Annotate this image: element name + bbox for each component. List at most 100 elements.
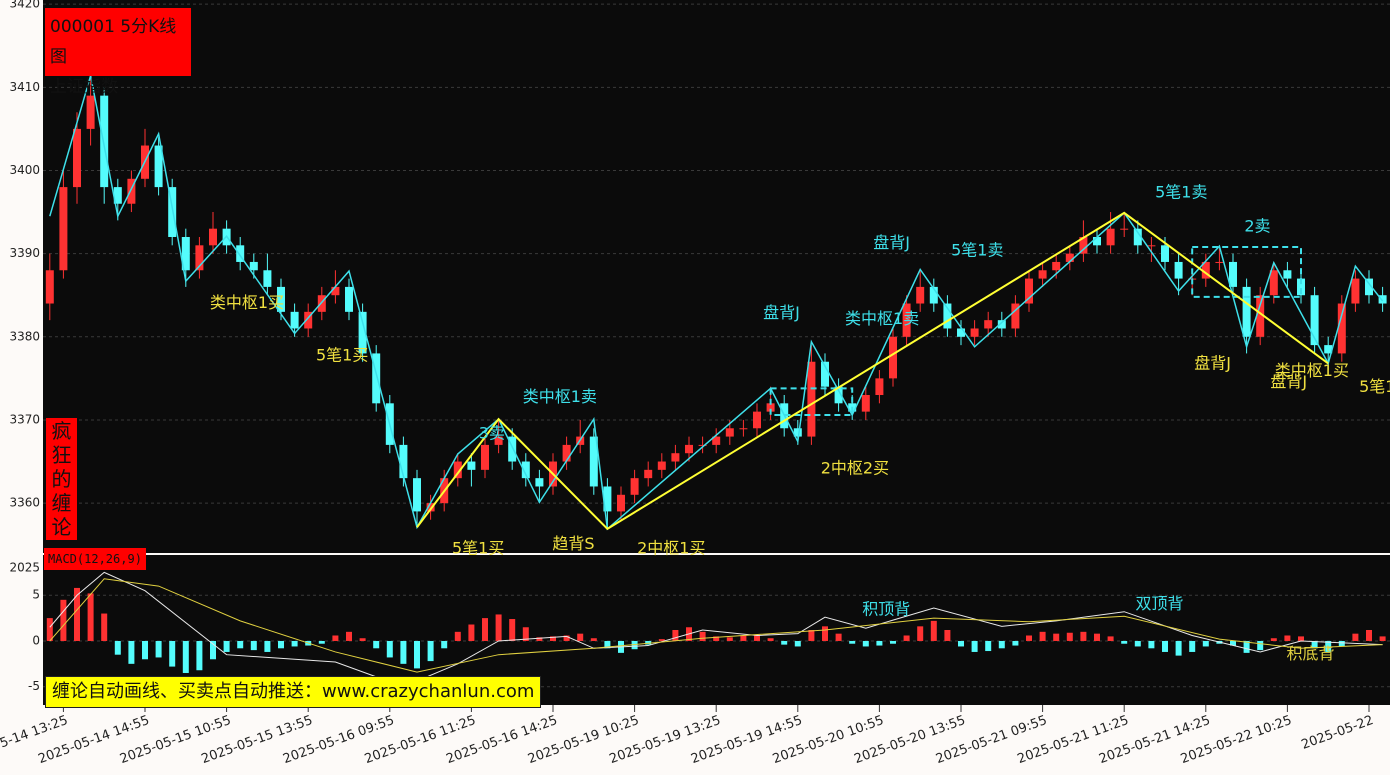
zhongshu-box xyxy=(769,387,854,416)
macd-bar xyxy=(196,640,203,671)
candle-body xyxy=(1147,245,1156,247)
candle-body xyxy=(1106,228,1115,246)
macd-bar xyxy=(577,633,584,641)
macd-bar xyxy=(359,638,366,641)
candle-body xyxy=(943,303,952,329)
macd-bar xyxy=(1080,631,1087,641)
y-tick-label: 3420 xyxy=(9,0,40,11)
macd-bar xyxy=(482,618,488,641)
macd-bar xyxy=(1325,640,1332,652)
macd-bar xyxy=(318,640,325,644)
signal-label: 盘背J xyxy=(1194,354,1231,373)
candle-body xyxy=(739,428,748,430)
candle-body xyxy=(1201,261,1210,279)
macd-bar xyxy=(699,631,706,641)
candle-body xyxy=(304,311,313,329)
macd-bar xyxy=(958,640,964,647)
macd-bar xyxy=(1298,636,1304,641)
candle-body xyxy=(685,444,693,454)
macd-label: MACD(12,26,9) xyxy=(44,548,146,570)
macd-bar xyxy=(890,640,896,644)
macd-bar xyxy=(509,619,516,641)
candle-body xyxy=(766,403,775,412)
candle-body xyxy=(807,361,816,437)
signal-label: 5笔1卖 xyxy=(1155,182,1207,201)
candle-body xyxy=(657,461,666,470)
macd-line xyxy=(49,571,1383,688)
candle-body xyxy=(1065,253,1074,262)
macd-bar xyxy=(346,631,352,641)
macd-bar xyxy=(917,626,924,641)
title-box: 000001 5分K线图 上证指数 xyxy=(45,8,191,97)
macd-bar xyxy=(1257,640,1264,651)
signal-label: 5笔1买 xyxy=(452,538,504,557)
candle-body xyxy=(1133,228,1142,246)
signal-label: 盘背J xyxy=(1270,372,1307,391)
macd-bar xyxy=(114,640,121,655)
macd-bar xyxy=(998,640,1005,649)
macd-bar xyxy=(155,640,162,658)
candle-body xyxy=(1229,261,1237,287)
macd-bar xyxy=(808,630,815,641)
macd-bar xyxy=(101,613,108,641)
macd-bar xyxy=(1366,630,1372,641)
candle-body xyxy=(494,436,503,445)
macd-bar xyxy=(1270,638,1277,641)
macd-bar xyxy=(1066,632,1073,641)
macd-bar xyxy=(264,640,271,652)
candle-body xyxy=(59,187,68,271)
signal-label: 2中枢2买 xyxy=(821,459,889,478)
candle-body xyxy=(86,95,95,129)
y-tick-label: 3380 xyxy=(9,329,40,343)
candle-body xyxy=(1011,303,1020,329)
macd-bar xyxy=(835,633,842,641)
macd-bar xyxy=(794,640,801,647)
candle-body xyxy=(753,411,761,429)
signal-label: 类中枢1买 xyxy=(210,293,284,312)
macd-bar xyxy=(142,640,148,660)
signal-label: 双顶背 xyxy=(1136,594,1184,613)
macd-bar xyxy=(1175,640,1182,656)
macd-bar xyxy=(1121,640,1128,644)
macd-bar xyxy=(223,640,230,652)
macd-bar xyxy=(332,635,339,641)
macd-bar xyxy=(604,640,611,649)
macd-bar xyxy=(1230,640,1236,646)
signal-label: 类中枢1卖 xyxy=(523,387,597,406)
candle-body xyxy=(929,286,938,304)
macd-bar xyxy=(182,640,189,673)
candle-body xyxy=(630,478,639,495)
macd-bar xyxy=(400,640,407,664)
candle-body xyxy=(535,478,544,487)
candle-body xyxy=(1025,278,1033,304)
macd-bar xyxy=(373,640,380,649)
y-tick-label: 3410 xyxy=(9,80,40,94)
candle-body xyxy=(875,378,884,395)
macd-bar xyxy=(522,627,529,641)
candle-body xyxy=(154,145,163,188)
candle-body xyxy=(73,128,81,188)
macd-bar xyxy=(1352,633,1359,641)
macd-bar xyxy=(754,635,760,641)
candle-body xyxy=(113,187,122,204)
candle-body xyxy=(1215,261,1224,263)
candle-body xyxy=(1242,286,1251,337)
candle-body xyxy=(317,295,326,312)
candle-body xyxy=(1269,270,1278,296)
signal-label: 积顶背 xyxy=(862,599,910,618)
candle-body xyxy=(209,228,217,246)
signal-label: 盘背J xyxy=(763,303,800,322)
macd-line xyxy=(49,578,1383,673)
candle-body xyxy=(1093,237,1101,246)
candle-body xyxy=(372,353,381,404)
macd-bar xyxy=(1189,640,1196,652)
candle-body xyxy=(984,320,993,329)
candle-body xyxy=(793,428,802,437)
signal-label: 5笔1卖 xyxy=(951,241,1003,260)
candle-body xyxy=(617,494,625,512)
bi-line xyxy=(49,75,1384,531)
candle-body xyxy=(970,328,979,337)
macd-bar xyxy=(237,640,244,649)
